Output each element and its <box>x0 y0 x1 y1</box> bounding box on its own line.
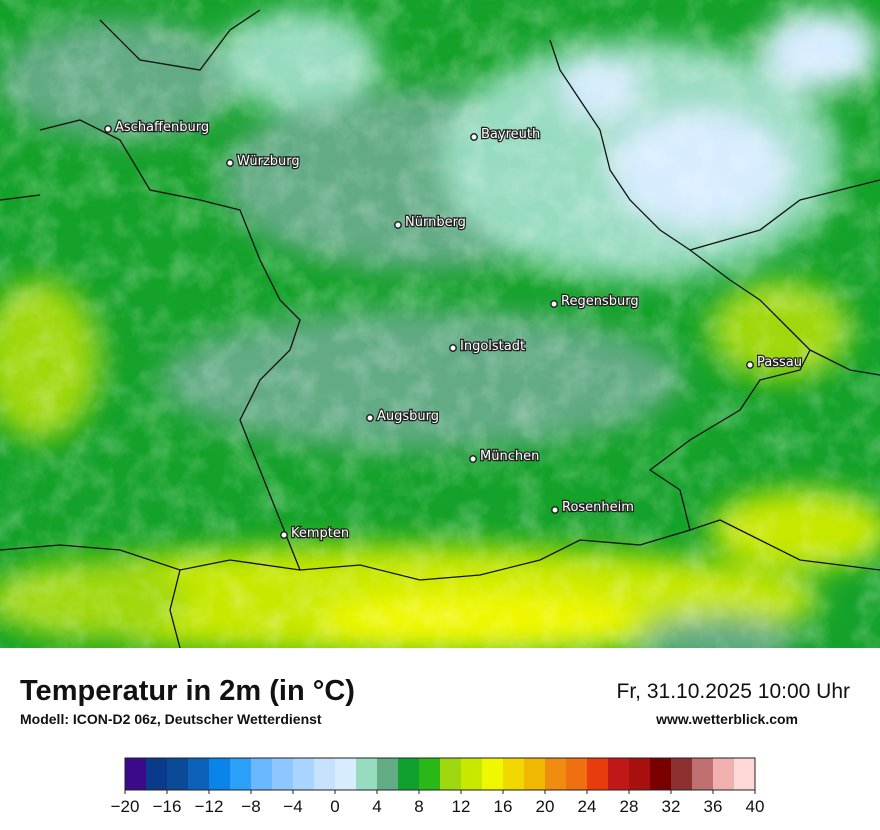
subtitle: Modell: ICON-D2 06z, Deutscher Wetterdie… <box>20 711 322 727</box>
date: Fr, 31.10.2025 10:00 Uhr <box>617 680 851 703</box>
colorbar-swatch <box>461 758 482 790</box>
colorbar-swatch <box>545 758 566 790</box>
colorbar-tick-label: 0 <box>330 797 339 816</box>
colorbar-swatch <box>188 758 209 790</box>
title: Temperatur in 2m (in °C) <box>20 675 355 707</box>
colorbar: −20 −16 −12 −8 −4 0 4 8 12 16 20 24 28 32 36 40 <box>111 757 765 816</box>
colorbar-swatch <box>503 758 524 790</box>
colorbar-swatch <box>713 758 734 790</box>
city-label: Passau <box>757 355 802 370</box>
colorbar-swatch <box>482 758 503 790</box>
colorbar-swatch <box>650 758 671 790</box>
colorbar-tick-label: 20 <box>536 797 555 816</box>
colorbar-swatch <box>146 758 167 790</box>
colorbar-swatch <box>272 758 293 790</box>
city-marker <box>551 506 559 514</box>
colorbar-swatch <box>524 758 545 790</box>
cities: Aschaffenburg Würzburg Bayreuth Nürnberg… <box>104 119 803 542</box>
city-label: Bayreuth <box>481 127 540 142</box>
city-marker <box>226 159 234 167</box>
colorbar-swatch <box>167 758 188 790</box>
colorbar-tick-label: −4 <box>283 797 302 816</box>
city-label: Ingolstadt <box>460 339 525 354</box>
colorbar-swatch <box>440 758 461 790</box>
colorbar-tick-label: −12 <box>195 797 224 816</box>
colorbar-swatch <box>671 758 692 790</box>
colorbar-swatch <box>629 758 650 790</box>
city-label: Würzburg <box>237 154 300 169</box>
city-label: München <box>480 449 539 464</box>
city-marker <box>280 531 288 539</box>
website: www.wetterblick.com <box>655 711 798 727</box>
colorbar-swatch <box>377 758 398 790</box>
colorbar-swatch <box>335 758 356 790</box>
map: Aschaffenburg Würzburg Bayreuth Nürnberg… <box>0 0 880 648</box>
colorbar-tick-label: 12 <box>452 797 471 816</box>
colorbar-swatch <box>209 758 230 790</box>
city-label: Kempten <box>291 526 349 541</box>
city-marker <box>449 344 457 352</box>
colorbar-tick-label: −16 <box>153 797 182 816</box>
colorbar-swatch <box>587 758 608 790</box>
city-marker <box>469 455 477 463</box>
colorbar-tick-label: 16 <box>494 797 513 816</box>
city-label: Augsburg <box>377 409 439 424</box>
colorbar-swatch <box>293 758 314 790</box>
colorbar-swatch <box>566 758 587 790</box>
city-label: Regensburg <box>561 294 639 309</box>
city-label: Rosenheim <box>562 500 634 515</box>
colorbar-swatch <box>230 758 251 790</box>
colorbar-tick-label: 28 <box>620 797 639 816</box>
colorbar-tick-label: −20 <box>111 797 140 816</box>
city-marker <box>550 300 558 308</box>
colorbar-tick-label: 32 <box>662 797 681 816</box>
colorbar-swatch <box>356 758 377 790</box>
colorbar-frame <box>124 757 756 791</box>
colorbar-swatch <box>251 758 272 790</box>
city-marker <box>366 414 374 422</box>
colorbar-tick-label: 36 <box>704 797 723 816</box>
colorbar-tick-label: 4 <box>372 797 381 816</box>
colorbar-tick-label: 24 <box>578 797 597 816</box>
colorbar-tick-label: 8 <box>414 797 423 816</box>
city-label: Aschaffenburg <box>115 120 209 135</box>
colorbar-swatch <box>314 758 335 790</box>
city-label: Nürnberg <box>405 215 466 230</box>
city-marker <box>394 221 402 229</box>
colorbar-tick-label: 40 <box>746 797 765 816</box>
city-marker <box>104 125 112 133</box>
colorbar-swatch <box>419 758 440 790</box>
colorbar-tick-label: −8 <box>241 797 260 816</box>
city-marker <box>470 133 478 141</box>
colorbar-swatch <box>692 758 713 790</box>
colorbar-swatch <box>608 758 629 790</box>
city-marker <box>746 361 754 369</box>
colorbar-swatch <box>398 758 419 790</box>
colorbar-swatch <box>734 758 755 790</box>
colorbar-swatch <box>125 758 146 790</box>
